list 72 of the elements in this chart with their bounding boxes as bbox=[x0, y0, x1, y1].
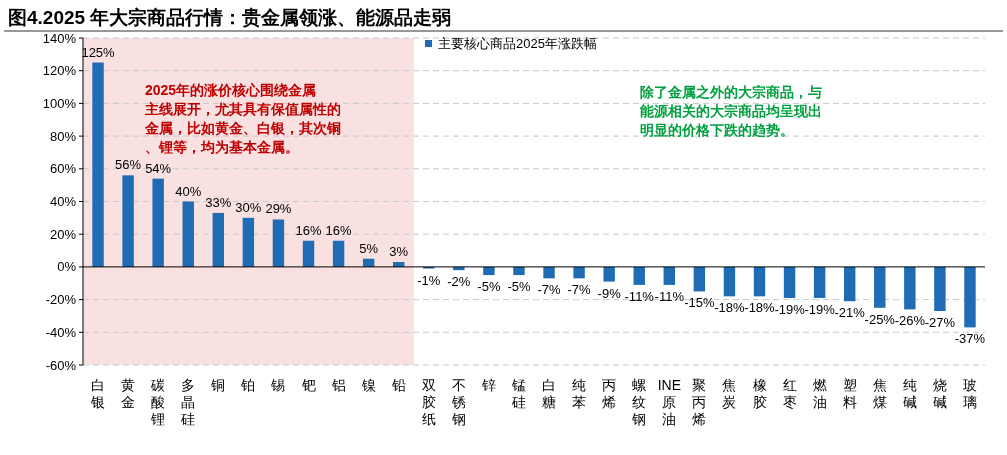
x-tick-label: 螺纹钢 bbox=[631, 377, 647, 427]
data-label: -37% bbox=[954, 331, 986, 347]
x-tick-label: 碳酸锂 bbox=[150, 377, 166, 427]
data-label: -15% bbox=[684, 295, 715, 311]
data-label: -7% bbox=[567, 282, 592, 298]
x-tick-label: INE原油 bbox=[657, 377, 681, 427]
x-tick-label: 多晶硅 bbox=[180, 377, 196, 427]
x-tick-label: 铅 bbox=[390, 377, 406, 393]
data-label: 33% bbox=[205, 194, 232, 210]
annotation: 除了金属之外的大宗商品，与能源相关的大宗商品均呈现出明显的价格下跌的趋势。 bbox=[640, 84, 822, 138]
data-label: -1% bbox=[417, 272, 441, 288]
y-tick-label: 40% bbox=[49, 194, 77, 209]
x-tick-label: 纯苯 bbox=[572, 377, 587, 410]
x-tick-label: 铝 bbox=[330, 377, 346, 393]
x-tick-label: 锌 bbox=[480, 377, 496, 393]
x-tick-label: 焦煤 bbox=[872, 377, 887, 410]
y-tick-label: -40% bbox=[45, 324, 77, 340]
legend-label: 主要核心商品2025年涨跌幅 bbox=[438, 36, 597, 51]
x-tick-label: 聚丙烯 bbox=[692, 377, 707, 427]
y-tick-label: 60% bbox=[49, 161, 77, 177]
data-label: 56% bbox=[115, 157, 142, 173]
data-label: 5% bbox=[359, 240, 379, 256]
y-tick-label: -20% bbox=[45, 292, 77, 308]
data-label: -27% bbox=[924, 315, 956, 331]
x-tick-label: 镍 bbox=[360, 377, 376, 393]
chart-title: 图4.2025 年大宗商品行情：贵金属领涨、能源品走弱 bbox=[8, 7, 452, 28]
y-tick-label: 20% bbox=[49, 226, 77, 242]
x-tick-label: 丙烯 bbox=[602, 377, 617, 410]
data-label: -11% bbox=[624, 288, 655, 304]
x-tick-label: 纯碱 bbox=[902, 377, 917, 410]
x-tick-label: 白银 bbox=[90, 377, 106, 410]
data-label: -25% bbox=[864, 311, 896, 327]
y-tick-label: 120% bbox=[42, 63, 77, 79]
data-label: -7% bbox=[537, 282, 562, 298]
x-tick-label: 锡 bbox=[270, 377, 286, 393]
data-label: -5% bbox=[507, 279, 531, 295]
data-label: 3% bbox=[389, 243, 409, 259]
data-label: -11% bbox=[654, 288, 685, 304]
data-label: 16% bbox=[295, 222, 322, 238]
x-tick-label: 铜 bbox=[210, 377, 226, 393]
data-label: 16% bbox=[325, 222, 353, 238]
data-label: -21% bbox=[834, 305, 866, 321]
x-tick-label: 钯 bbox=[300, 377, 316, 393]
data-label: 29% bbox=[265, 201, 292, 217]
y-tick-label: -60% bbox=[45, 357, 77, 373]
data-label: -26% bbox=[894, 313, 926, 329]
y-tick-label: 80% bbox=[49, 128, 77, 144]
x-tick-label: 塑料 bbox=[842, 377, 857, 410]
x-tick-label: 锰硅 bbox=[510, 377, 526, 410]
x-tick-label: 橡胶 bbox=[752, 377, 767, 410]
annotation: 2025年的涨价核心围绕金属主线展开，尤其具有保值属性的金属，比如黄金、白银，其次铜、锂等，均为基本金属。 bbox=[144, 82, 341, 155]
data-label: -19% bbox=[804, 301, 836, 317]
x-tick-label: 燃油 bbox=[812, 377, 827, 410]
y-tick-label: 140% bbox=[42, 30, 77, 46]
y-tick-label: 100% bbox=[42, 95, 77, 111]
y-tick-label: 0% bbox=[57, 259, 77, 275]
x-tick-label: 不锈钢 bbox=[450, 377, 466, 427]
x-tick-label: 玻璃 bbox=[962, 377, 977, 410]
x-tick-label: 双胶纸 bbox=[421, 377, 436, 427]
data-label: 125% bbox=[81, 44, 116, 60]
x-tick-label: 红枣 bbox=[782, 377, 797, 410]
data-label: 40% bbox=[175, 183, 202, 199]
x-tick-label: 烧碱 bbox=[932, 377, 947, 410]
data-label: -5% bbox=[477, 279, 501, 295]
data-label: 30% bbox=[235, 199, 262, 215]
data-label: 54% bbox=[145, 160, 172, 176]
data-label: -9% bbox=[597, 285, 622, 301]
data-label: -2% bbox=[447, 274, 471, 290]
x-tick-label: 黄金 bbox=[121, 377, 136, 410]
x-tick-label: 铂 bbox=[240, 377, 256, 393]
x-tick-label: 白糖 bbox=[542, 377, 557, 410]
x-tick-label: 焦炭 bbox=[722, 377, 737, 410]
